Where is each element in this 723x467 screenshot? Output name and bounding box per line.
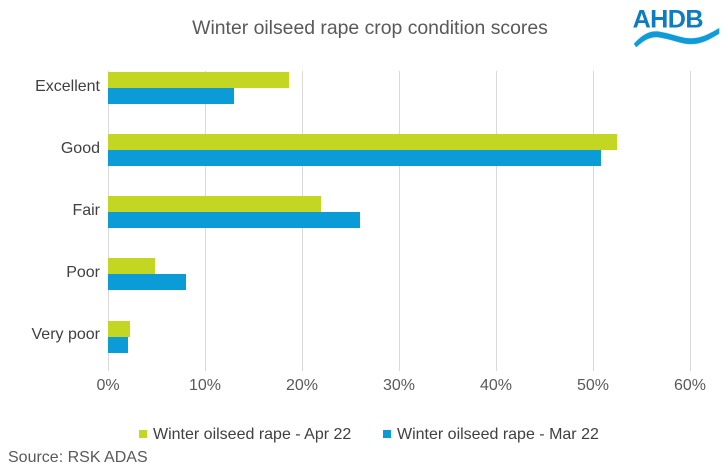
svg-text:AHDB: AHDB <box>633 6 704 34</box>
